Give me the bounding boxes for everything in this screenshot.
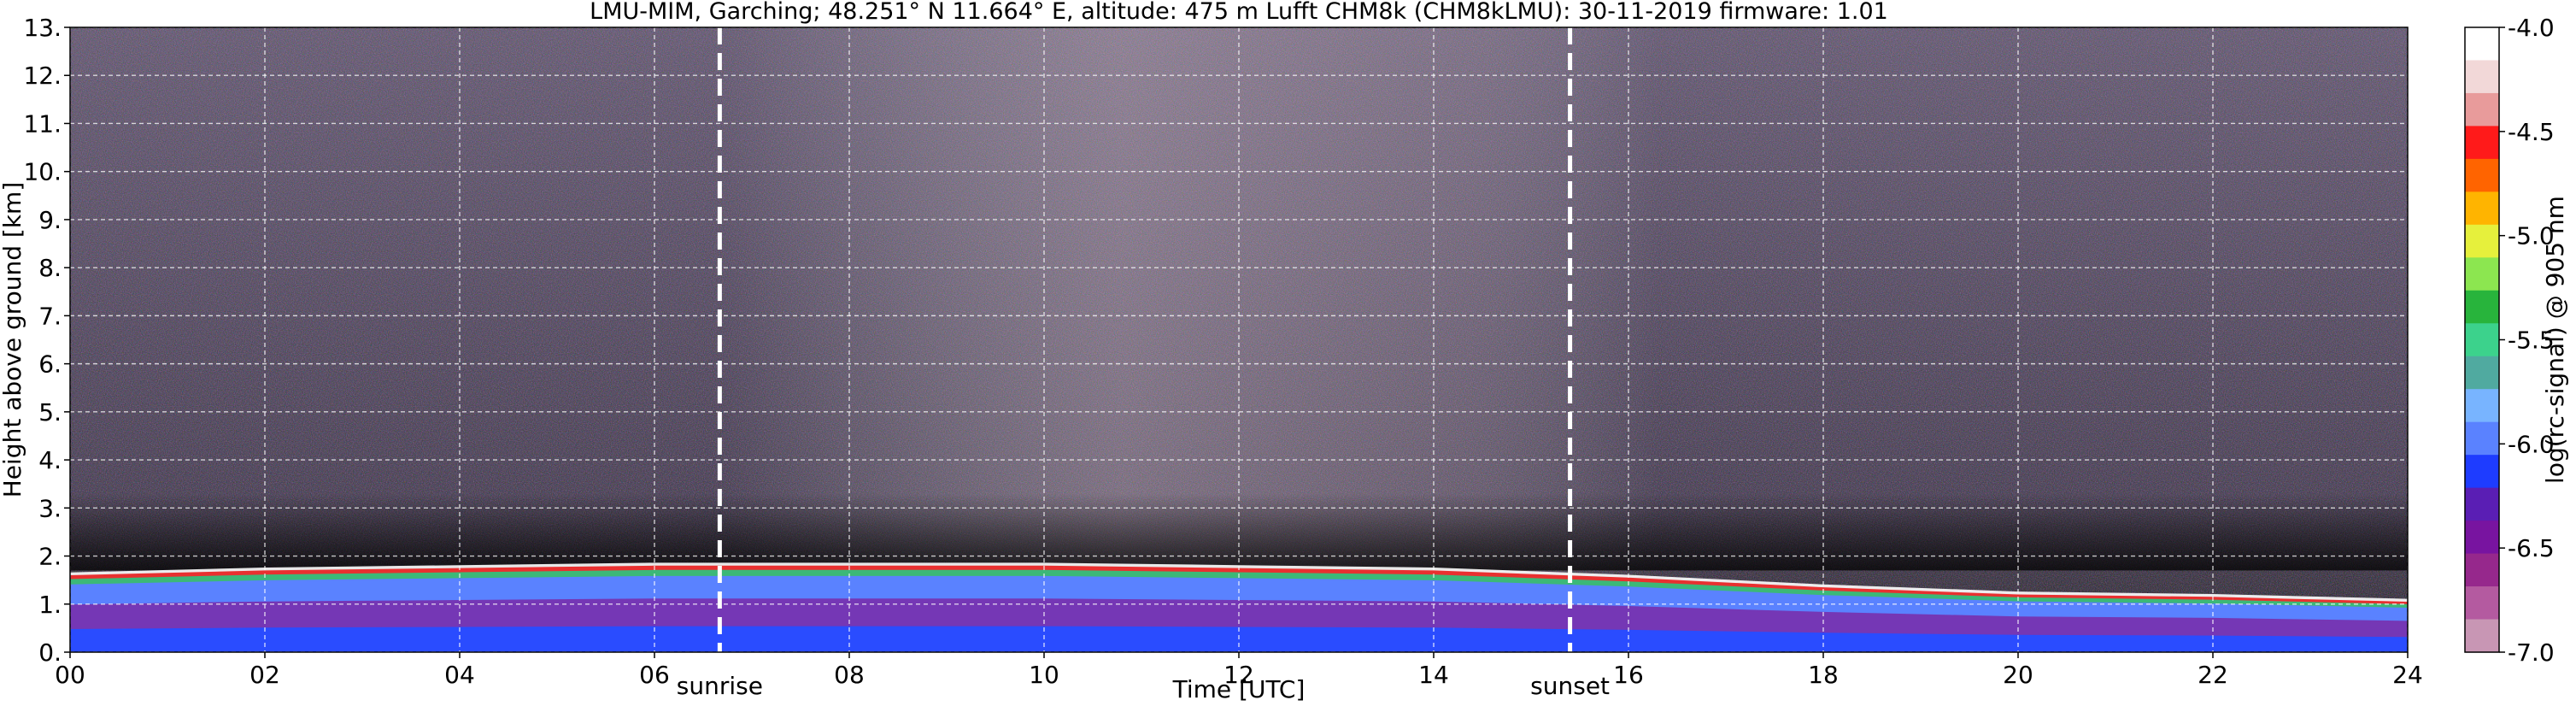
y-tick-label: 4. xyxy=(38,446,62,474)
colorbar-step xyxy=(2465,60,2499,94)
y-tick-label: 13. xyxy=(23,14,62,42)
x-tick-label: 12 xyxy=(1223,661,1254,689)
y-tick-label: 9. xyxy=(38,206,62,234)
y-axis-ticks: 0. 1. 2. 3. 4. 5. 6. 7. 8. 9. 10. 11. 12. 13. xyxy=(23,14,70,667)
y-tick-label: 2. xyxy=(38,543,62,571)
y-tick-label: 8. xyxy=(38,254,62,282)
sunrise-label: sunrise xyxy=(677,672,763,700)
x-tick-label: 18 xyxy=(1808,661,1839,689)
colorbar-step xyxy=(2465,290,2499,324)
colorbar-step xyxy=(2465,191,2499,226)
event-labels: sunrise sunset xyxy=(677,672,1610,700)
x-axis-label: Time [UTC] xyxy=(1172,675,1306,703)
colorbar-tick-label: -6.0 xyxy=(2508,430,2555,458)
colorbar-step xyxy=(2465,487,2499,521)
colorbar-step xyxy=(2465,27,2499,62)
colorbar-tick-label: -5.0 xyxy=(2508,222,2555,250)
colorbar-step xyxy=(2465,586,2499,621)
x-tick-label: 14 xyxy=(1418,661,1449,689)
colorbar-step xyxy=(2465,521,2499,555)
colorbar-step xyxy=(2465,619,2499,653)
colorbar-step xyxy=(2465,257,2499,291)
x-tick-label: 06 xyxy=(639,661,670,689)
plot-area xyxy=(69,26,2409,653)
colorbar-step xyxy=(2465,356,2499,390)
colorbar xyxy=(2464,26,2500,653)
colorbar-tick-label: -7.0 xyxy=(2508,638,2555,667)
x-tick-label: 22 xyxy=(2198,661,2228,689)
x-tick-label: 24 xyxy=(2392,661,2423,689)
sunset-label: sunset xyxy=(1530,672,1610,700)
colorbar-step xyxy=(2465,455,2499,489)
chart-title: LMU-MIM, Garching; 48.251° N 11.664° E, … xyxy=(590,0,1888,25)
y-axis-label: Height above ground [km] xyxy=(0,182,26,498)
colorbar-step xyxy=(2465,389,2499,423)
colorbar-tick-label: -4.0 xyxy=(2508,14,2555,42)
colorbar-tick-label: -6.5 xyxy=(2508,534,2555,562)
x-tick-label: 08 xyxy=(834,661,865,689)
y-tick-label: 11. xyxy=(23,109,62,138)
x-tick-label: 00 xyxy=(55,661,85,689)
grid-lines xyxy=(69,26,2409,653)
x-tick-label: 04 xyxy=(444,661,475,689)
colorbar-step xyxy=(2465,224,2499,258)
colorbar-step xyxy=(2465,92,2499,127)
colorbar-label: log(rc-signal) @ 905 nm xyxy=(2541,196,2569,484)
colorbar-step xyxy=(2465,323,2499,357)
x-tick-label: 02 xyxy=(249,661,280,689)
y-tick-label: 0. xyxy=(38,638,62,667)
y-tick-label: 3. xyxy=(38,494,62,522)
event-lines xyxy=(717,27,1573,652)
colorbar-ticks: -4.0 -4.5 -5.0 -5.5 -6.0 -6.5 -7.0 xyxy=(2499,14,2555,667)
y-tick-label: 7. xyxy=(38,302,62,330)
y-tick-label: 1. xyxy=(38,591,62,619)
x-axis-ticks: 00 02 04 06 08 10 12 14 16 18 20 22 24 xyxy=(55,652,2423,689)
x-tick-label: 10 xyxy=(1029,661,1059,689)
x-tick-label: 20 xyxy=(2003,661,2033,689)
colorbar-step xyxy=(2465,158,2499,192)
colorbar-step xyxy=(2465,126,2499,160)
y-tick-label: 6. xyxy=(38,350,62,379)
x-tick-label: 16 xyxy=(1613,661,1644,689)
colorbar-tick-label: -5.5 xyxy=(2508,327,2555,355)
colorbar-tick-label: -4.5 xyxy=(2508,118,2555,146)
y-tick-label: 5. xyxy=(38,398,62,427)
colorbar-step xyxy=(2465,421,2499,456)
y-tick-label: 12. xyxy=(23,62,62,90)
y-tick-label: 10. xyxy=(23,158,62,186)
colorbar-step xyxy=(2465,553,2499,587)
